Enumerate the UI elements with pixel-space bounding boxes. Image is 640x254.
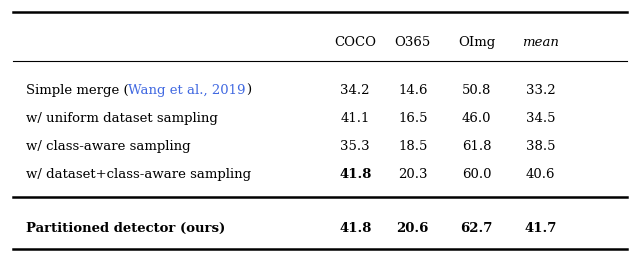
Text: Wang et al., 2019: Wang et al., 2019 (128, 84, 246, 97)
Text: 41.7: 41.7 (525, 221, 557, 234)
Text: 35.3: 35.3 (340, 140, 370, 152)
Text: 60.0: 60.0 (462, 168, 492, 180)
Text: mean: mean (522, 36, 559, 48)
Text: w/ dataset+class-aware sampling: w/ dataset+class-aware sampling (26, 168, 251, 180)
Text: 41.1: 41.1 (340, 112, 370, 124)
Text: 40.6: 40.6 (526, 168, 556, 180)
Text: 34.5: 34.5 (526, 112, 556, 124)
Text: 20.3: 20.3 (398, 168, 428, 180)
Text: 33.2: 33.2 (526, 84, 556, 97)
Text: O365: O365 (395, 36, 431, 48)
Text: 50.8: 50.8 (462, 84, 492, 97)
Text: 41.8: 41.8 (339, 221, 371, 234)
Text: ): ) (246, 84, 251, 97)
Text: w/ uniform dataset sampling: w/ uniform dataset sampling (26, 112, 218, 124)
Text: 38.5: 38.5 (526, 140, 556, 152)
Text: w/ class-aware sampling: w/ class-aware sampling (26, 140, 190, 152)
Text: 62.7: 62.7 (461, 221, 493, 234)
Text: 34.2: 34.2 (340, 84, 370, 97)
Text: 14.6: 14.6 (398, 84, 428, 97)
Text: Simple merge (: Simple merge ( (26, 84, 128, 97)
Text: 18.5: 18.5 (398, 140, 428, 152)
Text: OImg: OImg (458, 36, 495, 48)
Text: 41.8: 41.8 (339, 168, 371, 180)
Text: COCO: COCO (334, 36, 376, 48)
Text: 46.0: 46.0 (462, 112, 492, 124)
Text: 16.5: 16.5 (398, 112, 428, 124)
Text: Partitioned detector (ours): Partitioned detector (ours) (26, 221, 225, 234)
Text: 61.8: 61.8 (462, 140, 492, 152)
Text: 20.6: 20.6 (397, 221, 429, 234)
